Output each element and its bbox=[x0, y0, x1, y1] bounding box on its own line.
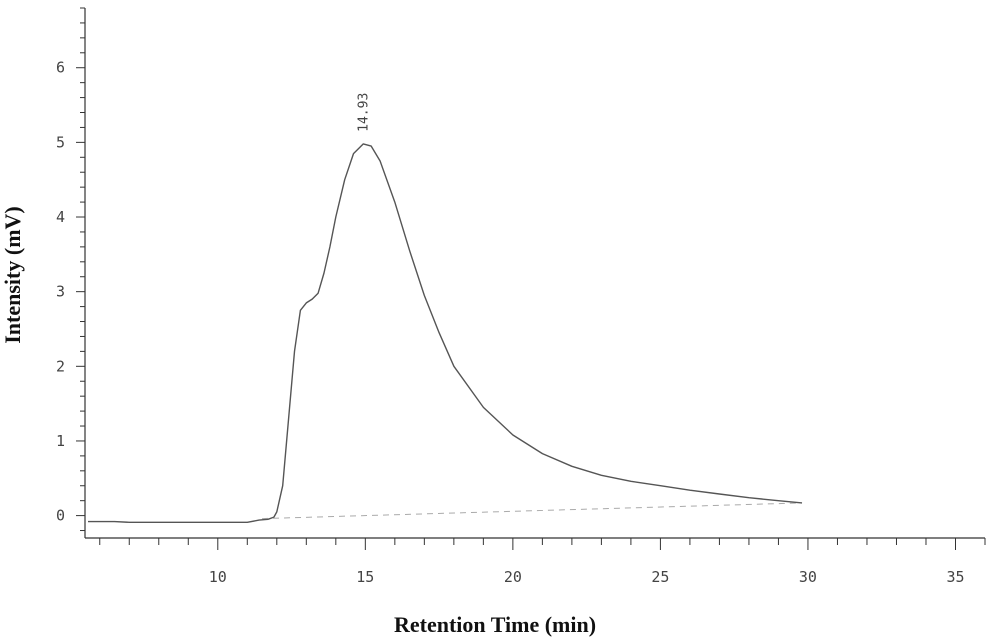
y-tick-label: 1 bbox=[56, 432, 65, 450]
axes bbox=[76, 7, 986, 550]
baseline-layer bbox=[262, 502, 803, 520]
chromatogram-trace bbox=[88, 143, 803, 523]
tick-labels: 10 15 20 25 30 35 0 1 2 3 4 5 6 14.93 bbox=[56, 59, 965, 586]
y-tick-label: 6 bbox=[56, 59, 65, 77]
y-tick-label: 2 bbox=[56, 357, 65, 375]
trace-layer bbox=[88, 143, 803, 523]
x-tick-label: 15 bbox=[356, 568, 374, 586]
y-axis-title: Intensity (mV) bbox=[0, 206, 25, 344]
integration-baseline bbox=[262, 502, 803, 520]
peak-label: 14.93 bbox=[356, 93, 371, 132]
y-tick-label: 4 bbox=[56, 208, 65, 226]
x-tick-label: 30 bbox=[799, 568, 817, 586]
y-tick-label: 0 bbox=[56, 507, 65, 525]
x-axis-title: Retention Time (min) bbox=[394, 612, 596, 637]
x-tick-label: 20 bbox=[504, 568, 522, 586]
y-tick-label: 5 bbox=[56, 133, 65, 151]
y-tick-label: 3 bbox=[56, 283, 65, 301]
x-tick-label: 10 bbox=[209, 568, 227, 586]
x-tick-label: 35 bbox=[946, 568, 964, 586]
x-tick-label: 25 bbox=[651, 568, 669, 586]
